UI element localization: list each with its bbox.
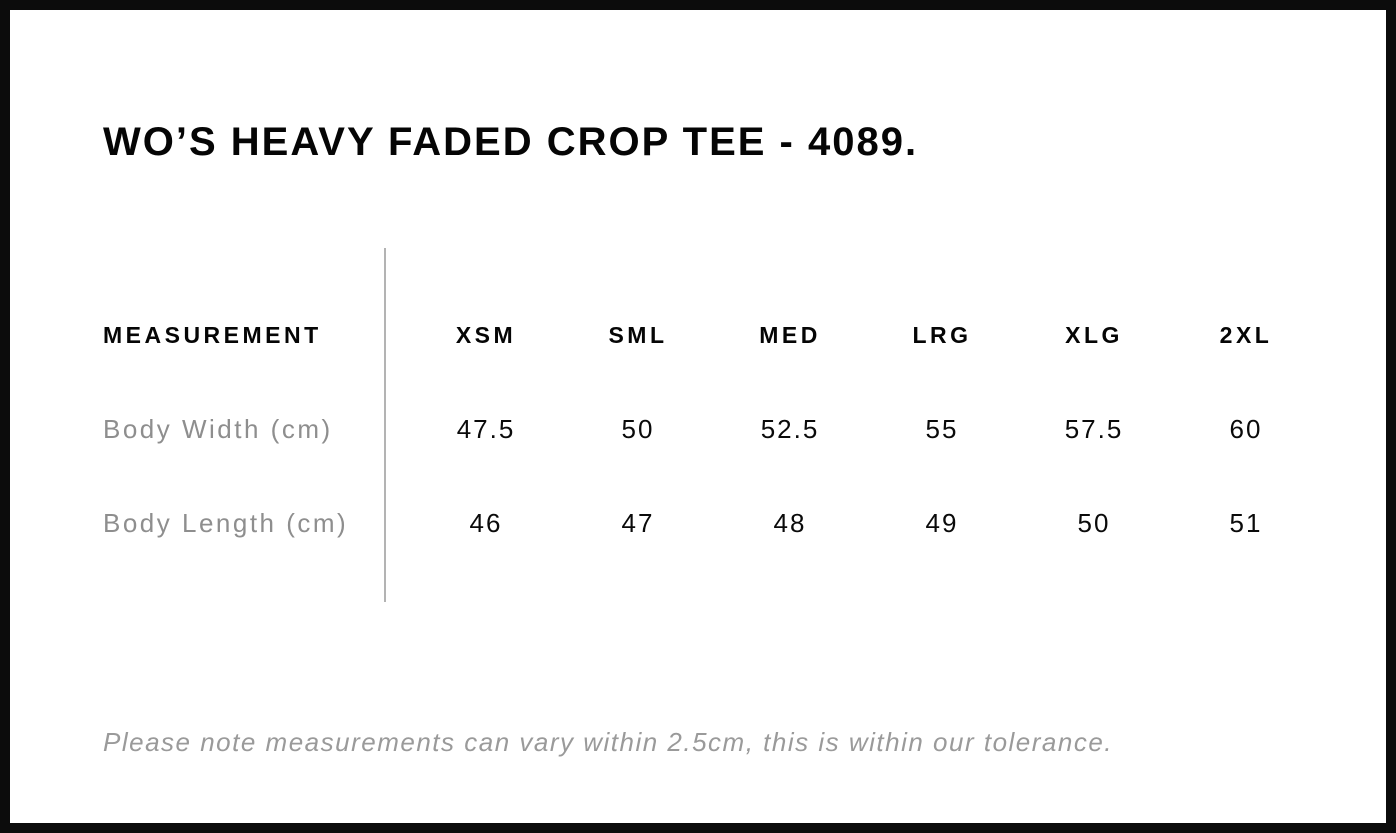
size-table: MEASUREMENT XSM SML MED LRG XLG 2XL Body… (103, 288, 1322, 570)
body-length-sml: 47 (621, 507, 655, 538)
body-width-xsm: 47.5 (456, 413, 516, 444)
column-header-measurement: MEASUREMENT (103, 321, 322, 348)
body-length-xlg: 50 (1077, 507, 1111, 538)
body-length-lrg: 49 (925, 507, 959, 538)
body-width-med: 52.5 (760, 413, 820, 444)
row-label-body-length: Body Length (cm) (103, 507, 349, 538)
body-width-sml: 50 (621, 413, 655, 444)
column-header-med: MED (759, 321, 821, 348)
body-width-xlg: 57.5 (1064, 413, 1124, 444)
body-length-med: 48 (773, 507, 807, 538)
body-width-lrg: 55 (925, 413, 959, 444)
column-divider (384, 248, 386, 602)
column-header-2xl: 2XL (1219, 321, 1273, 348)
column-header-xsm: XSM (455, 321, 517, 348)
tolerance-note: Please note measurements can vary within… (103, 727, 1114, 757)
page-title: WO’S HEAVY FADED CROP TEE - 4089. (103, 120, 919, 164)
column-header-xlg: XLG (1065, 321, 1123, 348)
body-length-xsm: 46 (469, 507, 503, 538)
column-header-sml: SML (608, 321, 668, 348)
body-length-2xl: 51 (1229, 507, 1263, 538)
body-width-2xl: 60 (1229, 413, 1263, 444)
row-label-body-width: Body Width (cm) (103, 413, 333, 444)
column-header-lrg: LRG (912, 321, 972, 348)
